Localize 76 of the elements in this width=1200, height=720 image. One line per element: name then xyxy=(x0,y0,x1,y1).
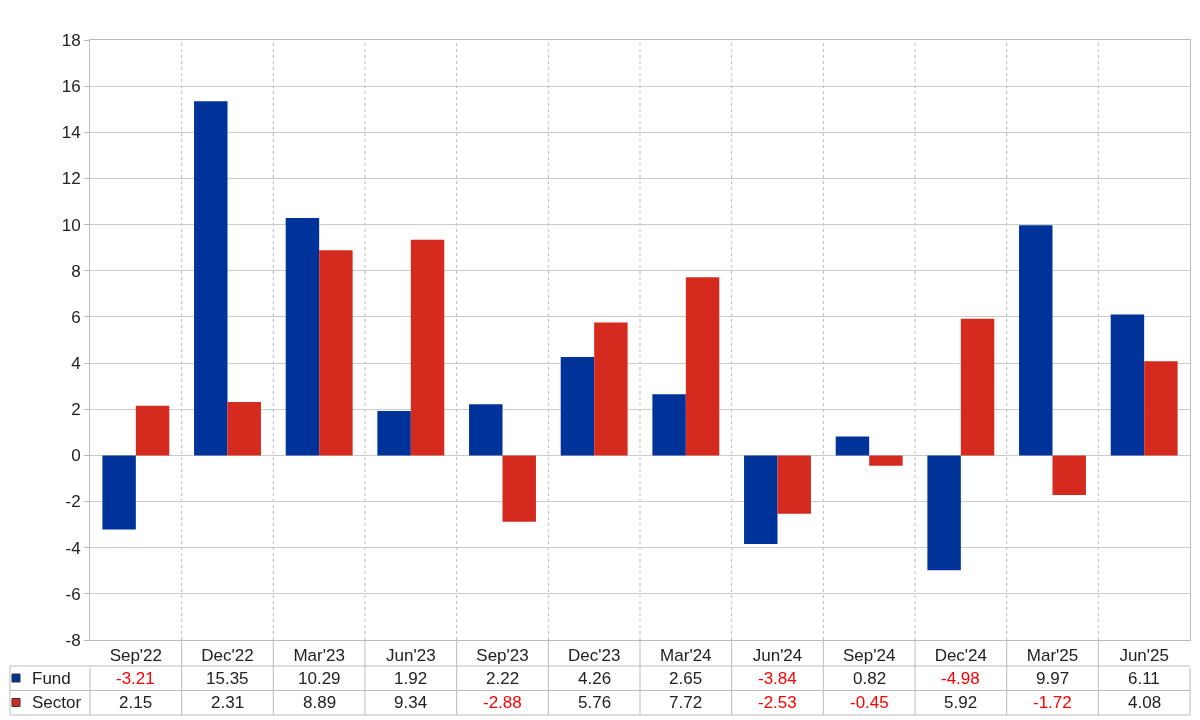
bar xyxy=(502,455,536,522)
bar xyxy=(285,217,320,456)
data-label: 9.34 xyxy=(394,693,428,712)
bar xyxy=(1110,314,1145,456)
x-tick-label: Mar'24 xyxy=(660,646,712,666)
bar xyxy=(102,455,136,530)
bar xyxy=(319,250,353,456)
y-tick-label: 0 xyxy=(71,446,81,466)
y-tick-label: 10 xyxy=(61,215,81,235)
bar xyxy=(377,411,411,456)
legend-label: Fund xyxy=(32,669,71,688)
bar xyxy=(777,455,811,514)
bar xyxy=(194,101,228,456)
data-label: 5.92 xyxy=(944,693,978,712)
data-label: -2.53 xyxy=(758,693,797,712)
data-label: 4.26 xyxy=(578,669,612,688)
data-label: -3.84 xyxy=(758,669,797,688)
x-tick-label: Jun'25 xyxy=(1119,646,1169,666)
x-tick-label: Sep'22 xyxy=(109,646,163,666)
data-label: -3.21 xyxy=(116,669,155,688)
y-tick-label: 4 xyxy=(71,354,81,374)
data-label: 8.89 xyxy=(303,693,337,712)
bar xyxy=(135,405,170,456)
x-tick-label: Dec'23 xyxy=(567,646,621,666)
data-label: 1.92 xyxy=(394,669,428,688)
bar xyxy=(1144,361,1178,456)
bar xyxy=(960,318,995,456)
bar xyxy=(685,277,720,456)
data-label: -4.98 xyxy=(941,669,980,688)
data-label: -2.88 xyxy=(483,693,522,712)
y-tick-label: 8 xyxy=(71,261,81,281)
x-tick-label: Sep'24 xyxy=(842,646,896,666)
data-label: -0.45 xyxy=(850,693,889,712)
legend-label: Sector xyxy=(32,693,82,712)
bar xyxy=(560,357,595,456)
data-label: 6.11 xyxy=(1128,669,1160,688)
y-tick-label: 18 xyxy=(61,30,81,50)
bar xyxy=(594,322,628,456)
y-tick-label: -6 xyxy=(65,584,81,604)
data-label: 7.72 xyxy=(669,693,703,712)
y-tick-label: 2 xyxy=(71,400,81,420)
bar xyxy=(410,239,445,456)
bar xyxy=(227,402,261,456)
x-tick-label: Dec'24 xyxy=(934,646,988,666)
data-label: 5.76 xyxy=(578,693,612,712)
y-tick-label: 16 xyxy=(61,77,81,97)
data-label: -1.72 xyxy=(1033,693,1072,712)
bar xyxy=(835,436,870,456)
x-tick-label: Mar'25 xyxy=(1026,646,1079,666)
data-label: 9.97 xyxy=(1036,669,1070,688)
y-tick-label: 14 xyxy=(61,123,81,143)
y-tick-label: -2 xyxy=(65,492,81,512)
bar xyxy=(1019,225,1053,456)
bar xyxy=(927,455,961,571)
bar xyxy=(652,394,686,456)
data-label: 4.08 xyxy=(1128,693,1162,712)
data-label: 2.65 xyxy=(669,669,703,688)
data-label: 0.82 xyxy=(853,669,887,688)
data-label: 15.35 xyxy=(206,669,249,688)
data-label: 2.15 xyxy=(119,693,153,712)
y-tick-label: 6 xyxy=(71,307,81,327)
bar xyxy=(869,455,903,466)
bar xyxy=(1052,455,1086,496)
bar xyxy=(744,455,778,544)
y-tick-label: 12 xyxy=(61,169,81,189)
y-tick-label: -8 xyxy=(65,630,81,650)
bar xyxy=(469,404,503,456)
x-tick-label: Mar'23 xyxy=(293,646,345,666)
x-tick-label: Jun'24 xyxy=(752,646,803,666)
data-label: 10.29 xyxy=(298,669,341,688)
x-tick-label: Jun'23 xyxy=(386,646,436,666)
y-tick-label: -4 xyxy=(65,538,81,558)
x-tick-label: Sep'23 xyxy=(476,646,529,666)
data-label: 2.31 xyxy=(211,693,245,712)
data-label: 2.22 xyxy=(486,669,520,688)
x-tick-label: Dec'22 xyxy=(201,646,254,666)
